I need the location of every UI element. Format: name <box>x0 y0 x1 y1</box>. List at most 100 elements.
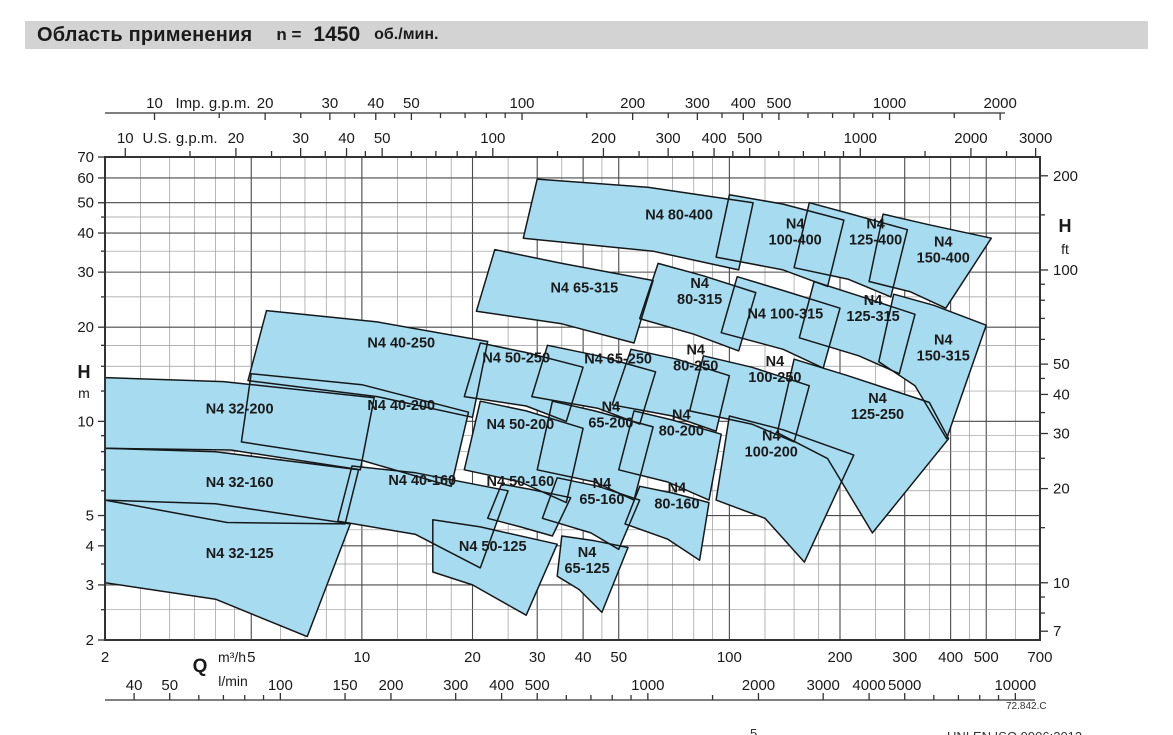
region-label: N4 32-200 <box>206 401 274 417</box>
y-axis-m-label: 60 <box>77 170 94 187</box>
x-axis-lmin-label: 200 <box>378 677 403 694</box>
region-outline <box>463 342 584 423</box>
x-axis-impgpm-label: 40 <box>367 95 384 112</box>
region-label: 65-200 <box>588 416 633 432</box>
region-area <box>625 486 709 561</box>
y-axis-ft-symbol: H <box>1059 216 1072 236</box>
region-label: N4 <box>578 545 597 561</box>
axes: 2 3 4 5 10 20 30 40 50 60 70 Hm 7 10 20 30 40 50 100 200 Hft… <box>77 95 1078 701</box>
region-label: N4 <box>786 217 805 233</box>
x-axis-m3h-label: 2 <box>101 649 109 666</box>
region-label: 80-160 <box>654 496 699 512</box>
page-title: Область применения <box>37 23 253 46</box>
y-axis-m-label: 2 <box>86 632 94 649</box>
region-outline <box>638 262 757 352</box>
x-axis-usgpm-label: 300 <box>656 130 681 147</box>
region-outline <box>486 483 572 537</box>
x-axis-lmin-label: 1000 <box>631 677 664 694</box>
region-outline <box>541 477 641 551</box>
x-axis-impgpm-label: 200 <box>620 95 645 112</box>
x-axis-usgpm-label: 40 <box>338 130 355 147</box>
region-label: 125-250 <box>851 407 904 423</box>
region-label: 65-125 <box>564 561 609 577</box>
x-axis-m3h-unit: m³/h <box>218 649 246 665</box>
x-axis-m3h-label: 400 <box>938 649 963 666</box>
x-axis-impgpm-label: 1000 <box>873 95 906 112</box>
x-axis-m3h-label: 10 <box>354 649 371 666</box>
region-label: N4 32-160 <box>206 475 274 491</box>
x-axis-usgpm-label: 50 <box>374 130 391 147</box>
region-area <box>777 359 949 533</box>
region-label: N4 <box>868 391 887 407</box>
pump-regions: N4 32-125 N4 32-160 N4 32-200 N4 40-160 N4 4… <box>104 178 993 638</box>
x-axis-lmin-label: 2000 <box>742 677 775 694</box>
region-label: N4 50-200 <box>487 417 555 433</box>
y-axis-m-unit: m <box>78 385 90 401</box>
region-label: N4 40-160 <box>388 473 456 489</box>
region-label: 80-250 <box>673 359 718 375</box>
x-axis-impgpm-label: 20 <box>257 95 274 112</box>
y-axis-m-symbol: H <box>78 362 91 382</box>
region-label: N4 32-125 <box>206 546 274 562</box>
x-axis-usgpm-label: 3000 <box>1019 130 1052 147</box>
speed-label: n = <box>276 25 302 44</box>
region-outline <box>531 344 657 425</box>
x-axis-impgpm-label: 400 <box>731 95 756 112</box>
y-axis-m-label: 30 <box>77 264 94 281</box>
x-axis-q-symbol: Q <box>193 656 208 677</box>
y-axis-m-label: 10 <box>77 413 94 430</box>
region-area <box>432 519 558 616</box>
region-outline <box>868 213 993 309</box>
region-outline <box>522 178 754 271</box>
x-axis-lmin-label: 100 <box>268 677 293 694</box>
x-axis-usgpm-label: 200 <box>591 130 616 147</box>
y-axis-m-label: 70 <box>77 149 94 166</box>
x-axis-m3h-label: 5 <box>247 649 255 666</box>
x-axis-lmin-label: 3000 <box>806 677 839 694</box>
x-axis-usgpm-unit: U.S. g.p.m. <box>142 130 217 147</box>
x-axis-m3h-label: 200 <box>827 649 852 666</box>
y-axis-ft-label: 10 <box>1053 575 1070 592</box>
speed-value: 1450 <box>313 23 361 46</box>
region-label: 80-315 <box>677 292 722 308</box>
region-area <box>542 477 640 550</box>
x-axis-m3h-label: 50 <box>610 649 627 666</box>
x-axis-m3h-label: 40 <box>575 649 592 666</box>
y-axis-m-label: 20 <box>77 319 94 336</box>
region-label: N4 <box>934 333 953 349</box>
region-label: N4 <box>864 293 883 309</box>
region-label: 150-315 <box>917 349 970 365</box>
y-axis-m-label: 50 <box>77 195 94 212</box>
x-axis-impgpm-label: 30 <box>322 95 339 112</box>
region-area <box>523 179 754 270</box>
region-label: N4 <box>602 400 621 416</box>
x-axis-m3h-label: 20 <box>464 649 481 666</box>
region-label: N4 50-160 <box>487 474 555 490</box>
region-label: 65-160 <box>579 492 624 508</box>
region-label: 100-200 <box>745 444 798 460</box>
region-outline <box>715 415 855 563</box>
x-axis-lmin-label: 400 <box>489 677 514 694</box>
x-axis-lmin-unit: l/min <box>218 673 248 689</box>
x-axis-impgpm-label: 2000 <box>983 95 1016 112</box>
region-label: N4 <box>668 480 687 496</box>
x-axis-lmin-label: 300 <box>443 677 468 694</box>
region-label: 100-400 <box>769 233 822 249</box>
standard-reference-cut: UNI EN ISO 9906:2012 <box>947 729 1082 735</box>
y-axis-m-label: 5 <box>86 508 94 525</box>
x-axis-impgpm-label: 50 <box>403 95 420 112</box>
plot-frame <box>104 156 1041 641</box>
region-area <box>248 310 488 418</box>
speed-unit: об./мин. <box>374 26 439 43</box>
region-label: N4 <box>766 354 785 370</box>
region-outline <box>247 309 489 419</box>
region-outline <box>432 518 558 616</box>
x-axis-impgpm-label: 100 <box>510 95 535 112</box>
x-axis-usgpm-label: 30 <box>292 130 309 147</box>
region-outline <box>793 201 909 298</box>
region-outline <box>878 293 987 440</box>
region-label: N4 <box>866 217 885 233</box>
x-axis-lmin-label: 150 <box>333 677 358 694</box>
